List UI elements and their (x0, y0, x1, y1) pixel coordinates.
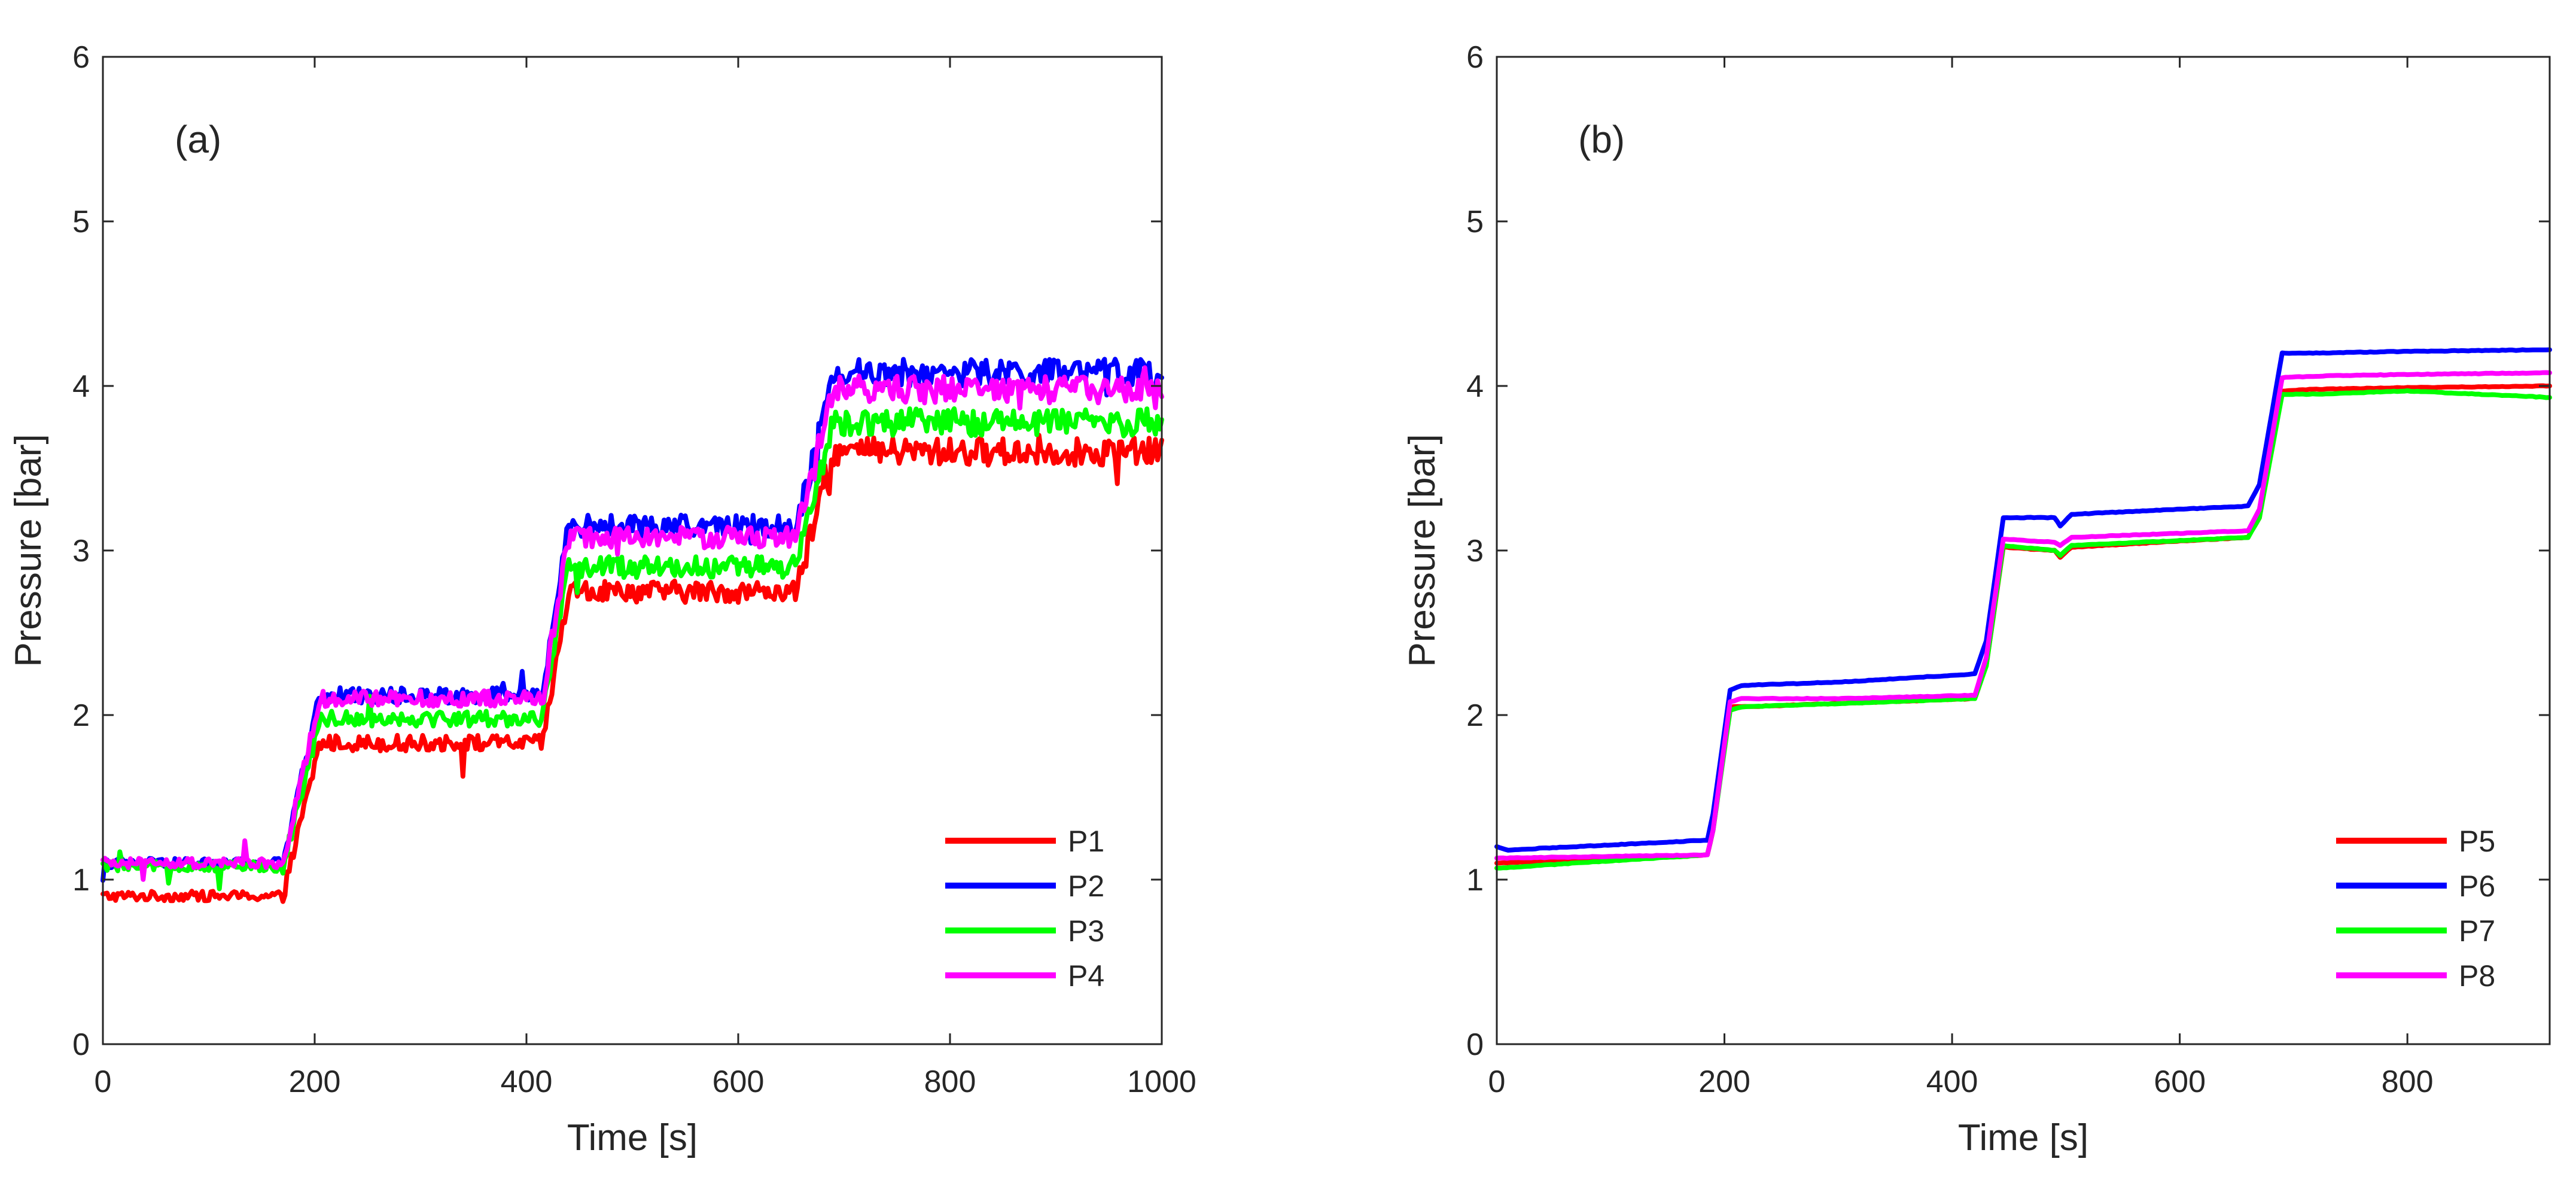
panel-label-b: (b) (1578, 118, 1625, 161)
y-tick-label: 0 (72, 1027, 90, 1062)
y-axis-title-b: Pressure [bar] (1402, 434, 1443, 667)
x-tick-label: 400 (501, 1065, 553, 1099)
y-tick-label: 1 (72, 863, 90, 898)
y-tick-label: 1 (1466, 863, 1484, 898)
y-tick-label: 3 (1466, 534, 1484, 568)
chart-panel-a: 0 200 400 600 800 1000 0 1 2 3 4 5 6 (a) Time [s] Pr… (8, 40, 1196, 1158)
ticks-layer-a: 0 200 400 600 800 1000 0 1 2 3 4 5 6 (72, 40, 1196, 1099)
y-axis-title-a: Pressure [bar] (8, 434, 49, 667)
x-tick-label: 1000 (1127, 1065, 1196, 1099)
series-line-p4 (101, 365, 1164, 882)
legend-label-p7: P7 (2459, 914, 2495, 948)
y-tick-label: 4 (1466, 369, 1484, 404)
x-axis-title-a: Time [s] (567, 1117, 698, 1158)
x-tick-label: 400 (1926, 1065, 1978, 1099)
legend-label-p4: P4 (1068, 959, 1104, 993)
series-line-p1 (101, 433, 1164, 904)
x-tick-label: 600 (712, 1065, 765, 1099)
y-tick-label: 0 (1466, 1027, 1484, 1062)
x-tick-label: 0 (1488, 1065, 1506, 1099)
legend-label-p8: P8 (2459, 959, 2495, 993)
legend-a: P1 P2 P3 P4 (945, 825, 1104, 993)
y-tick-label: 6 (1466, 40, 1484, 75)
legend-label-p2: P2 (1068, 869, 1104, 903)
y-tick-label: 5 (72, 205, 90, 239)
series-layer-b (1494, 347, 2552, 871)
x-tick-label: 800 (2382, 1065, 2434, 1099)
chart-panel-b: 0 200 400 600 800 0 1 2 3 4 5 6 (b) Time [s] Pressu… (1402, 40, 2552, 1158)
series-line-p6 (1494, 347, 2552, 853)
x-tick-label: 800 (924, 1065, 976, 1099)
y-tick-label: 5 (1466, 205, 1484, 239)
legend-label-p5: P5 (2459, 825, 2495, 858)
series-layer-a (101, 357, 1164, 904)
series-line-p3 (101, 406, 1164, 892)
x-tick-label: 200 (1698, 1065, 1750, 1099)
y-tick-label: 4 (72, 369, 90, 404)
x-axis-title-b: Time [s] (1958, 1117, 2088, 1158)
y-tick-label: 6 (72, 40, 90, 75)
legend-label-p6: P6 (2459, 869, 2495, 903)
legend-b: P5 P6 P7 P8 (2336, 825, 2495, 993)
x-tick-label: 200 (289, 1065, 341, 1099)
panel-label-a: (a) (175, 118, 221, 161)
ticks-layer-b: 0 200 400 600 800 0 1 2 3 4 5 6 (1466, 40, 2550, 1099)
x-tick-label: 0 (95, 1065, 112, 1099)
x-tick-label: 600 (2154, 1065, 2206, 1099)
legend-label-p1: P1 (1068, 825, 1104, 858)
series-line-p8 (1494, 370, 2552, 861)
legend-label-p3: P3 (1068, 914, 1104, 948)
y-tick-label: 3 (72, 534, 90, 568)
y-tick-label: 2 (1466, 698, 1484, 733)
plot-area-a (103, 57, 1162, 1044)
y-tick-label: 2 (72, 698, 90, 733)
